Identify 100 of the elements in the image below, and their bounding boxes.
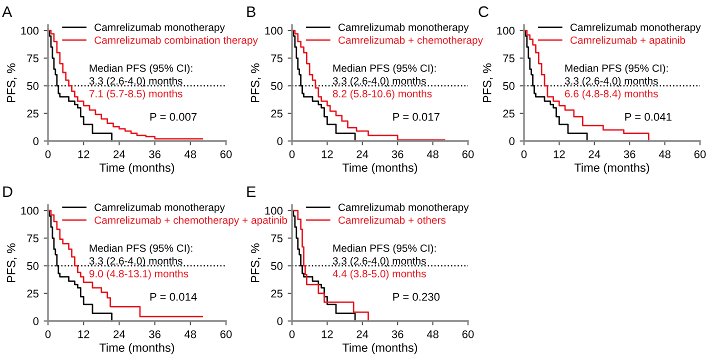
x-tick-label: 12 — [78, 330, 90, 338]
chart-title: E — [247, 186, 256, 197]
x-tick-label: 12 — [322, 150, 333, 158]
y-axis-title: PFS, % — [482, 63, 493, 102]
y-tick-label: 0 — [277, 317, 283, 326]
x-tick-label: 12 — [554, 150, 565, 158]
annotation: 3.3 (2.6-4.0) months — [332, 256, 426, 267]
annotation: 3.3 (2.6-4.0) months — [89, 256, 182, 267]
annotation: 3.3 (2.6-4.0) months — [332, 76, 426, 87]
x-tick-label: 0 — [45, 150, 51, 158]
annotation: 3.3 (2.6-4.0) months — [564, 76, 658, 87]
y-tick-label: 25 — [27, 290, 39, 298]
x-tick-label: 36 — [392, 150, 404, 158]
legend-label: Camrelizumab + chemotherapy + apatinib — [94, 216, 288, 226]
y-tick-label: 100 — [265, 206, 283, 215]
y-tick-label: 25 — [271, 110, 283, 118]
legend-label: Camrelizumab combination therapy — [94, 36, 258, 46]
annotation: P = 0.007 — [150, 112, 197, 121]
legend-label: Camrelizumab + apatinib — [570, 36, 686, 46]
annotation: Median PFS (95% CI): — [333, 244, 436, 254]
x-tick-label: 60 — [462, 150, 474, 158]
x-tick-label: 36 — [149, 330, 160, 338]
x-tick-label: 60 — [220, 150, 232, 158]
x-tick-label: 48 — [658, 150, 670, 158]
y-tick-label: 50 — [27, 82, 39, 90]
x-tick-label: 48 — [184, 330, 196, 338]
y-axis-title: PFS, % — [6, 63, 17, 102]
x-tick-label: 48 — [426, 330, 438, 338]
y-tick-label: 75 — [503, 54, 515, 62]
y-tick-label: 50 — [27, 262, 39, 270]
x-tick-label: 60 — [462, 330, 474, 338]
legend-label: Camrelizumab monotherapy — [338, 203, 469, 214]
y-tick-label: 100 — [497, 26, 515, 35]
annotation: 4.4 (3.8-5.0) months — [332, 270, 426, 280]
y-tick-label: 75 — [271, 54, 283, 62]
x-axis-title: Time (months) — [342, 163, 418, 174]
legend-label: Camrelizumab + chemotherapy — [338, 36, 483, 46]
y-tick-label: 100 — [21, 206, 39, 215]
legend-label: Camrelizumab monotherapy — [94, 203, 225, 214]
annotation: P = 0.017 — [393, 112, 440, 121]
x-axis-title: Time (months) — [574, 163, 650, 174]
x-axis-title: Time (months) — [99, 163, 174, 174]
x-tick-label: 48 — [184, 150, 196, 158]
y-tick-label: 100 — [265, 26, 283, 35]
chart-title: A — [2, 6, 12, 17]
x-tick-label: 36 — [149, 150, 160, 158]
x-tick-label: 36 — [392, 330, 404, 338]
y-tick-label: 50 — [271, 262, 283, 270]
y-tick-label: 25 — [503, 110, 515, 118]
y-tick-label: 0 — [33, 137, 39, 146]
annotation: Median PFS (95% CI): — [565, 64, 668, 74]
x-tick-label: 24 — [356, 150, 368, 158]
x-tick-label: 0 — [289, 150, 295, 158]
x-tick-label: 24 — [114, 330, 126, 338]
x-tick-label: 12 — [78, 150, 90, 158]
chart-title: C — [478, 6, 488, 18]
annotation: P = 0.230 — [393, 292, 440, 301]
x-tick-label: 0 — [289, 330, 295, 338]
y-tick-label: 0 — [509, 137, 515, 146]
x-axis-title: Time (months) — [99, 343, 174, 354]
legend-label: Camrelizumab monotherapy — [338, 23, 469, 34]
x-tick-label: 24 — [588, 150, 600, 158]
y-tick-label: 50 — [503, 82, 515, 90]
y-axis-title: PFS, % — [6, 243, 17, 282]
y-tick-label: 0 — [33, 317, 39, 326]
x-tick-label: 24 — [114, 150, 126, 158]
y-tick-label: 75 — [271, 234, 283, 242]
y-tick-label: 0 — [277, 137, 283, 146]
x-axis-title: Time (months) — [342, 343, 418, 354]
annotation: 9.0 (4.8-13.1) months — [89, 270, 188, 280]
legend-label: Camrelizumab monotherapy — [570, 23, 701, 34]
annotation: 7.1 (5.7-8.5) months — [89, 90, 182, 100]
x-tick-label: 24 — [356, 330, 368, 338]
y-tick-label: 75 — [27, 54, 39, 62]
legend-label: Camrelizumab monotherapy — [94, 23, 225, 34]
chart-title: B — [247, 6, 256, 17]
y-tick-label: 25 — [271, 290, 283, 298]
y-tick-label: 25 — [27, 110, 39, 118]
annotation: P = 0.014 — [150, 292, 197, 301]
legend-label: Camrelizumab + others — [338, 216, 446, 224]
x-tick-label: 48 — [426, 150, 438, 158]
annotation: Median PFS (95% CI): — [90, 244, 192, 254]
annotation: 8.2 (5.8-10.6) months — [332, 90, 432, 100]
x-tick-label: 60 — [220, 330, 232, 338]
y-tick-label: 50 — [271, 82, 283, 90]
annotation: Median PFS (95% CI): — [333, 64, 436, 74]
x-tick-label: 36 — [624, 150, 636, 158]
annotation: 3.3 (2.6-4.0) months — [89, 76, 182, 87]
x-tick-label: 12 — [322, 330, 333, 338]
x-tick-label: 60 — [694, 150, 706, 158]
y-axis-title: PFS, % — [250, 63, 261, 102]
y-tick-label: 75 — [27, 234, 39, 242]
y-tick-label: 100 — [21, 26, 39, 35]
annotation: Median PFS (95% CI): — [90, 64, 192, 74]
annotation: P = 0.041 — [625, 112, 672, 121]
x-tick-label: 0 — [45, 330, 51, 338]
chart-title: D — [3, 186, 12, 197]
annotation: 6.6 (4.8-8.4) months — [565, 90, 658, 100]
y-axis-title: PFS, % — [250, 243, 261, 282]
x-tick-label: 0 — [521, 150, 527, 158]
